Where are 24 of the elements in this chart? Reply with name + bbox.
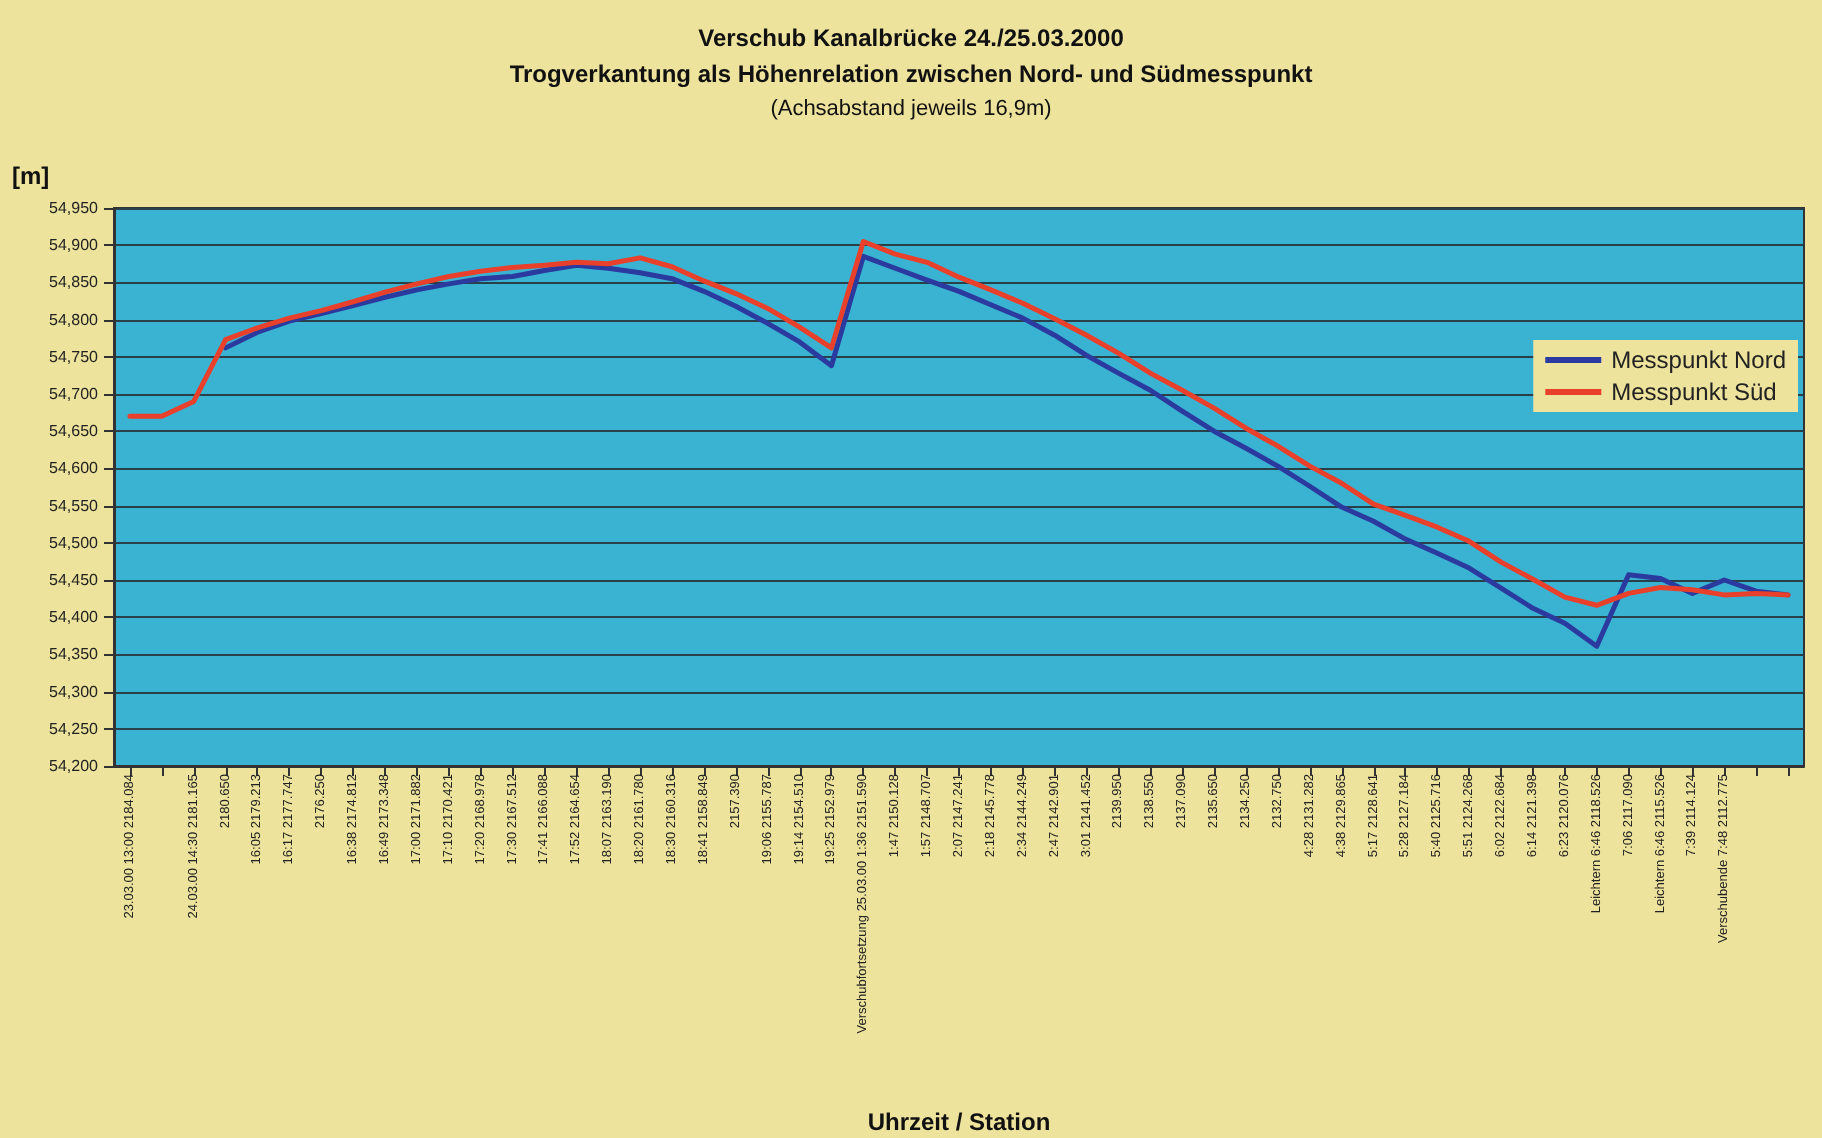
y-tick-label: 54,900 <box>49 236 100 255</box>
chart-subtitle: Trogverkantung als Höhenrelation zwischen Nord- und Südmesspunkt <box>509 60 1313 88</box>
y-tick-label: 54,500 <box>49 533 100 552</box>
y-tick-label: 54,300 <box>49 682 100 701</box>
y-tick-label: 54,450 <box>49 571 100 589</box>
y-tick-label: 54,200 <box>49 757 100 775</box>
line-series <box>127 238 1791 608</box>
y-tick-label: 54,550 <box>49 496 100 515</box>
text: (Achsabstand jeweils 16,9m) <box>770 97 1052 121</box>
y-tick-label: 54,400 <box>49 608 100 627</box>
legend-label: Messpunkt Süd <box>1611 378 1777 406</box>
y-axis-title: [m] <box>12 162 50 190</box>
y-tick-label: 54,850 <box>49 273 100 292</box>
legend-label: Messpunkt Nord <box>1611 346 1787 374</box>
y-tick-label: 54,650 <box>49 422 100 441</box>
y-tick-label: 54,700 <box>49 385 100 403</box>
x-axis-title: Uhrzeit / Station <box>867 1108 1051 1136</box>
y-tick-label: 54,250 <box>49 719 100 738</box>
y-tick-label: 54,750 <box>49 347 100 366</box>
chart-title: Verschub Kanalbrücke 24./25.03.2000 <box>698 24 1125 52</box>
y-tick-label: 54,350 <box>49 645 100 664</box>
y-tick-label: 54,950 <box>49 199 100 217</box>
y-tick-label: 54,600 <box>49 459 100 478</box>
y-tick-label: 54,800 <box>49 310 100 329</box>
